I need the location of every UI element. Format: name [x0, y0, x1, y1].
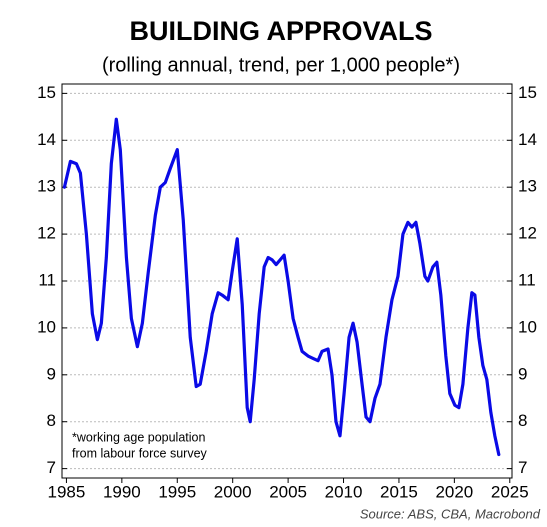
y-tick-label: 8 [47, 411, 56, 430]
y-tick-label: 12 [37, 224, 56, 243]
x-tick-label: 2020 [435, 482, 473, 501]
x-tick-label: 2010 [325, 482, 363, 501]
note: *working age population [72, 430, 205, 444]
y-tick-label: 14 [37, 130, 56, 149]
y-tick-label: 15 [37, 83, 56, 102]
source: Source: ABS, CBA, Macrobond [360, 506, 541, 521]
chart-title: BUILDING APPROVALS [129, 16, 432, 46]
x-tick-label: 1985 [48, 482, 86, 501]
data-line [62, 117, 501, 457]
y-tick-label: 10 [37, 317, 56, 336]
y2-tick-label: 12 [518, 224, 537, 243]
y2-tick-label: 15 [518, 83, 537, 102]
x-tick-label: 2000 [214, 482, 252, 501]
y2-tick-label: 13 [518, 177, 537, 196]
note: from labour force survey [72, 446, 208, 460]
chart-subtitle: (rolling annual, trend, per 1,000 people… [102, 54, 460, 76]
y2-tick-label: 8 [518, 411, 527, 430]
y2-tick-label: 9 [518, 364, 527, 383]
y2-tick-label: 10 [518, 317, 537, 336]
x-tick-label: 2025 [491, 482, 529, 501]
y-tick-label: 11 [38, 270, 56, 289]
x-tick-label: 1990 [103, 482, 141, 501]
y-tick-label: 13 [37, 177, 56, 196]
x-tick-label: 2015 [380, 482, 418, 501]
x-tick-label: 2005 [269, 482, 307, 501]
y2-tick-label: 11 [518, 270, 536, 289]
y-tick-label: 7 [47, 458, 56, 477]
y-tick-label: 9 [47, 364, 56, 383]
y2-tick-label: 14 [518, 130, 537, 149]
plot-frame [61, 83, 513, 479]
y2-tick-label: 7 [518, 458, 527, 477]
x-tick-label: 1995 [158, 482, 196, 501]
